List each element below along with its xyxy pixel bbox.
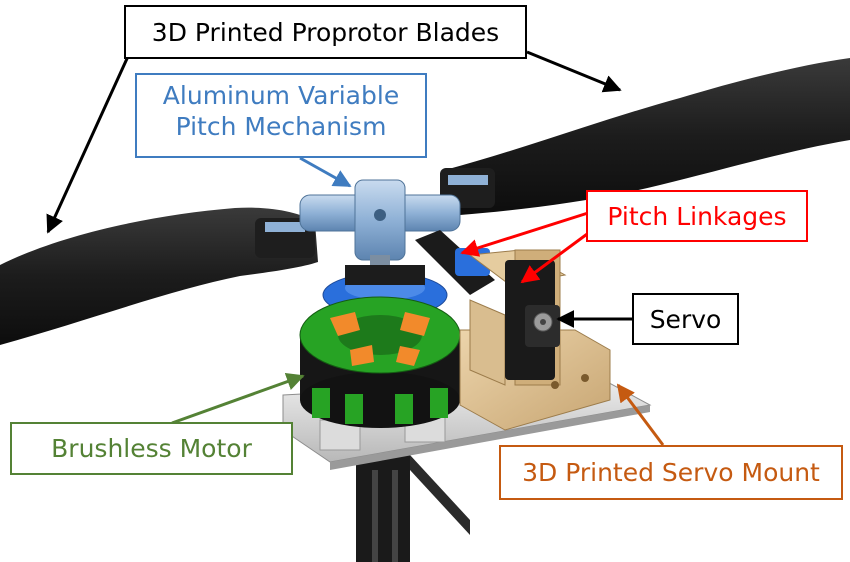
pitch-linkages-label: Pitch Linkages [586, 190, 808, 242]
servo-body [505, 260, 560, 380]
servo-mount-label-text: 3D Printed Servo Mount [522, 458, 820, 487]
pitch-mechanism-label-line-1: Aluminum Variable [162, 81, 400, 110]
motor-arrow [171, 372, 305, 425]
brushless-motor-label: Brushless Motor [10, 422, 293, 475]
pitch-linkages-label-text: Pitch Linkages [607, 202, 787, 231]
servo-mount-label: 3D Printed Servo Mount [499, 445, 843, 500]
brushless-motor-label-text: Brushless Motor [51, 434, 252, 463]
servo-label-text: Servo [649, 305, 722, 334]
blade-root-collars [255, 168, 495, 258]
right-blade [445, 58, 850, 215]
blades-arrow-left [46, 51, 132, 234]
blades-label: 3D Printed Proprotor Blades [124, 5, 527, 59]
servo-mount-arrow [616, 383, 665, 446]
pitch-mechanism-arrow [299, 156, 352, 188]
left-blade [0, 207, 318, 345]
servo-label: Servo [632, 293, 739, 345]
blades-label-text: 3D Printed Proprotor Blades [151, 18, 500, 47]
aluminum-extrusion-strut [356, 455, 470, 562]
pitch-linkages-arrow-2 [520, 224, 599, 284]
brushless-motor [299, 296, 461, 428]
pitch-mechanism-label-line-2: Pitch Mechanism [175, 111, 387, 141]
blades-arrow-right [526, 50, 622, 93]
pitch-mechanism-label: Aluminum Variable Pitch Mechanism [135, 73, 427, 158]
pitch-linkages-arrow-1 [460, 211, 589, 257]
